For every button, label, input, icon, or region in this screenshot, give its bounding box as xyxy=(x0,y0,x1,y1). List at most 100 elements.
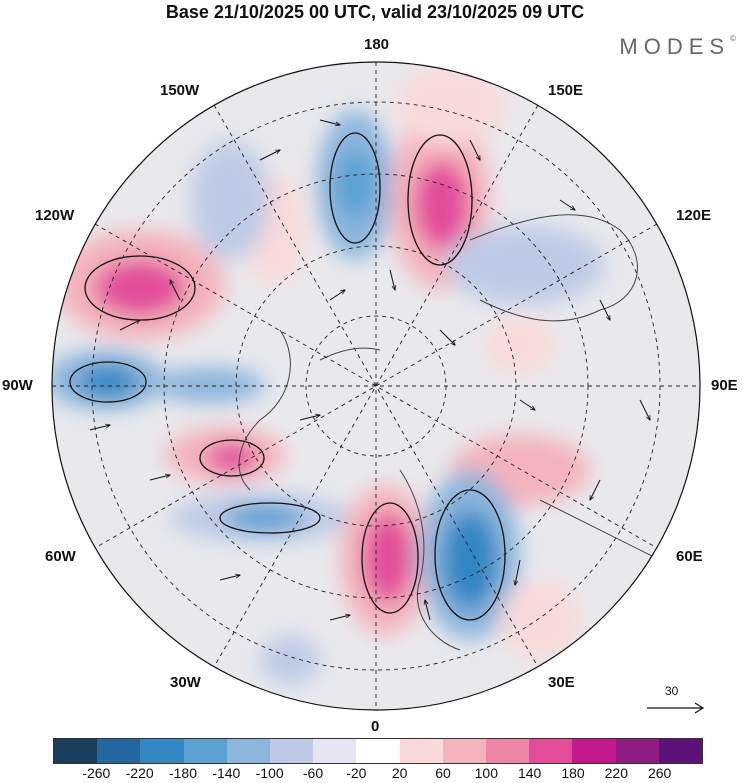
coastlines xyxy=(238,214,661,651)
colorbar-cell xyxy=(399,739,443,763)
colorbar-cell xyxy=(226,739,271,763)
contour-90w xyxy=(69,361,147,403)
vector-reference-arrow xyxy=(647,702,705,714)
colorbar-tick-label: -100 xyxy=(255,765,284,781)
colorbar-tick-label: 20 xyxy=(391,765,408,781)
anomaly-max-70w xyxy=(207,443,257,473)
wind-vector xyxy=(119,320,140,331)
anomaly-positive-40e xyxy=(500,580,580,660)
label-30w: 30W xyxy=(170,674,201,691)
vector-reference-label: 30 xyxy=(665,684,679,698)
logo-text: MODES xyxy=(619,34,731,59)
colorbar-cell xyxy=(572,739,616,763)
colorbar-tick-label: 60 xyxy=(435,765,451,781)
wind-vector xyxy=(329,615,350,621)
map-border xyxy=(51,61,701,711)
contour-10w xyxy=(361,502,419,614)
wind-vector xyxy=(389,269,395,290)
colorbar-cell xyxy=(442,739,487,763)
anomaly-min-30e xyxy=(442,510,498,610)
colorbar xyxy=(53,738,703,764)
label-150e: 150E xyxy=(548,82,584,99)
contour-55w xyxy=(219,502,321,534)
label-120w: 120W xyxy=(35,207,75,224)
anomaly-positive-165e xyxy=(395,65,505,145)
anomaly-max-10w xyxy=(363,513,413,603)
wind-vector xyxy=(639,399,650,420)
colorbar-tick-label: -180 xyxy=(168,765,198,781)
colorbar-cell xyxy=(486,739,530,763)
anomaly-min-90w xyxy=(78,366,138,398)
anomaly-negative-80w xyxy=(155,367,265,403)
coast-arctic xyxy=(319,347,381,361)
wind-vector xyxy=(149,475,170,481)
wind-vector xyxy=(319,119,340,125)
anomaly-negative-20w xyxy=(260,635,320,685)
wind-vector xyxy=(425,600,431,621)
colorbar-cell xyxy=(97,739,141,763)
wind-vector xyxy=(299,415,320,421)
colorbar-tick-label: 100 xyxy=(474,765,499,781)
anomaly-max-160e xyxy=(414,160,470,250)
contour-170w xyxy=(329,132,381,244)
colorbar-cell xyxy=(529,739,573,763)
contour-30e xyxy=(434,489,506,621)
wind-vector xyxy=(519,399,535,410)
graticule xyxy=(52,62,700,710)
colorbar-tick-label: 140 xyxy=(517,765,542,781)
anomaly-positive-100e xyxy=(485,317,555,373)
colorbar-tick-label: -60 xyxy=(302,765,324,781)
wind-vector xyxy=(439,329,455,345)
coast-europe xyxy=(399,469,461,651)
colorbar-cell xyxy=(140,739,184,763)
wind-vector xyxy=(469,139,480,160)
wind-vector xyxy=(259,150,280,161)
label-180: 180 xyxy=(364,36,390,53)
anomaly-negative-130e xyxy=(445,225,605,305)
label-0: 0 xyxy=(371,718,380,735)
colorbar-cell xyxy=(270,739,314,763)
height-contours xyxy=(69,132,506,621)
logo-mark: © xyxy=(730,34,736,43)
colorbar-cell xyxy=(658,739,703,763)
label-60w: 60W xyxy=(45,548,76,565)
modes-logo: MODES© xyxy=(619,34,736,60)
colorbar-tick-label: -260 xyxy=(82,765,111,781)
coast-north-america xyxy=(238,329,291,491)
wind-vector xyxy=(515,559,521,585)
colorbar-cell xyxy=(313,739,357,763)
label-90w: 90W xyxy=(2,377,33,394)
colorbar-cell xyxy=(356,739,400,763)
colorbar-tick-label: -140 xyxy=(212,765,241,781)
colorbar-tick-label: -20 xyxy=(346,765,367,781)
wind-vector xyxy=(329,290,345,301)
colorbar-cell xyxy=(183,739,227,763)
anomaly-min-170w xyxy=(335,150,375,220)
contour-160e xyxy=(407,134,473,266)
colorbar-tick-label: 220 xyxy=(604,765,629,781)
wind-vector xyxy=(559,199,575,210)
label-60e: 60E xyxy=(676,548,703,565)
label-150w: 150W xyxy=(160,82,200,99)
wind-vector xyxy=(89,425,110,431)
colorbar-tick-label: 260 xyxy=(647,765,672,781)
coast-east-siberia xyxy=(469,214,638,322)
anomaly-min-55w xyxy=(225,504,305,532)
wind-vector xyxy=(170,280,181,301)
wind-vector xyxy=(219,575,240,581)
contour-70w xyxy=(199,439,265,477)
wind-vectors xyxy=(89,119,650,621)
coast-asia xyxy=(539,499,661,561)
wind-vector xyxy=(599,299,610,320)
label-90e: 90E xyxy=(711,377,738,394)
label-30e: 30E xyxy=(548,674,575,691)
polar-map xyxy=(51,61,701,711)
colorbar-tick-label: -220 xyxy=(125,765,154,781)
colorbar-tick-label: 180 xyxy=(561,765,585,781)
anomaly-negative-140w xyxy=(190,140,270,260)
colorbar-cell xyxy=(54,739,98,763)
wind-vector xyxy=(590,479,601,500)
map-disk xyxy=(52,62,700,710)
map-title: Base 21/10/2025 00 UTC, valid 23/10/2025… xyxy=(165,2,585,22)
colorbar-cell xyxy=(615,739,659,763)
